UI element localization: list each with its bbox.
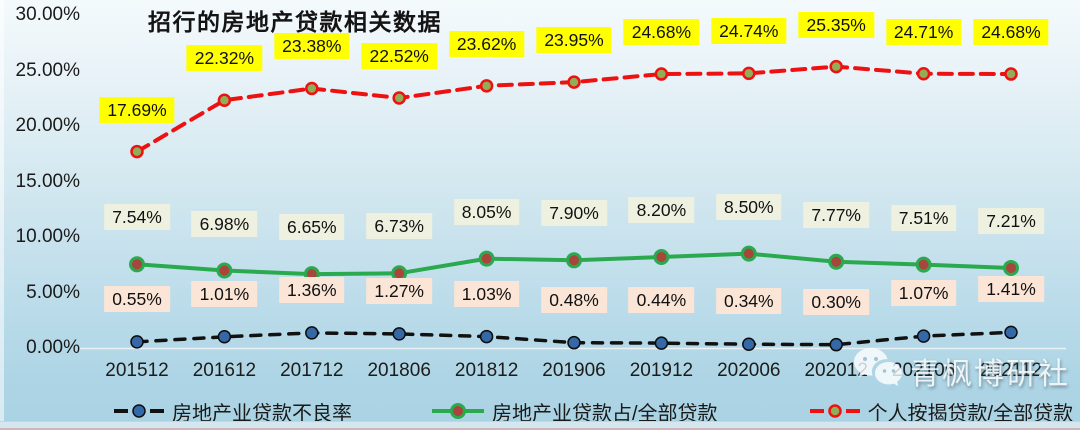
data-label: 0.30% — [803, 288, 869, 315]
legend-item-mortgage-share: 个人按揭贷款/全部贷款 — [808, 397, 1074, 426]
chart-title: 招行的房地产贷款相关数据 — [148, 9, 442, 35]
data-label: 24.68% — [973, 19, 1049, 46]
y-tick-label: 15.00% — [15, 170, 80, 192]
data-label: 0.34% — [715, 288, 782, 315]
data-label: 1.01% — [191, 280, 258, 307]
legend-label: 个人按揭贷款/全部贷款 — [867, 402, 1074, 425]
green-line-swatch — [430, 403, 486, 419]
data-label: 7.54% — [104, 204, 170, 231]
footer-strip — [0, 421, 1080, 430]
data-label: 1.27% — [366, 277, 432, 304]
data-label: 8.05% — [453, 198, 520, 225]
data-label: 25.35% — [798, 11, 874, 38]
data-label: 7.90% — [541, 200, 607, 227]
x-tick-label: 201812 — [454, 360, 519, 381]
data-label: 8.20% — [628, 196, 695, 223]
data-label: 22.52% — [361, 43, 437, 70]
data-label: 24.71% — [885, 18, 962, 45]
y-tick-label: 25.00% — [15, 59, 80, 81]
data-label: 7.21% — [978, 207, 1044, 234]
x-tick-label: 201906 — [542, 360, 606, 381]
x-tick-label: 201512 — [105, 360, 169, 381]
data-label: 7.51% — [890, 204, 957, 231]
data-label: 0.48% — [541, 286, 607, 313]
x-tick-label: 202112 — [980, 360, 1042, 381]
x-tick-label: 201912 — [629, 360, 694, 381]
data-label: 22.32% — [186, 45, 263, 72]
data-label: 6.98% — [191, 210, 258, 237]
data-label: 0.55% — [104, 285, 170, 312]
y-tick-label: 10.00% — [15, 226, 80, 247]
x-tick-label: 201806 — [367, 360, 431, 381]
data-label: 23.95% — [536, 27, 612, 54]
data-label: 17.69% — [99, 96, 175, 123]
y-tick-label: 30.00% — [15, 4, 80, 25]
data-label: 6.73% — [366, 213, 432, 240]
data-label: 23.62% — [448, 30, 525, 57]
x-tick-label: 201612 — [192, 360, 257, 381]
data-label: 1.07% — [890, 280, 957, 307]
data-label: 24.74% — [711, 18, 787, 45]
red-dashed-line-swatch — [808, 403, 862, 419]
legend-label: 房地产业贷款不良率 — [172, 402, 352, 425]
data-label: 7.77% — [803, 201, 869, 228]
legend-label: 房地产业贷款占/全部贷款 — [492, 402, 718, 425]
data-label: 1.41% — [978, 276, 1044, 303]
legend-item-re-loans-share: 房地产业贷款占/全部贷款 — [430, 397, 718, 426]
y-tick-label: 5.00% — [26, 281, 80, 303]
data-label: 6.65% — [278, 214, 345, 241]
data-label: 23.38% — [274, 33, 350, 60]
data-label: 1.03% — [453, 280, 520, 307]
y-tick-label: 20.00% — [15, 115, 80, 136]
legend-item-npl-rate: 房地产业贷款不良率 — [112, 397, 352, 426]
footer-red-line — [0, 428, 1080, 430]
x-tick-label: 202006 — [717, 360, 781, 381]
x-tick-label: 201712 — [280, 360, 344, 381]
x-tick-label: 202012 — [804, 360, 868, 381]
data-label: 24.68% — [623, 19, 700, 46]
black-dashed-line-swatch — [112, 403, 166, 419]
data-label: 8.50% — [715, 193, 782, 220]
x-tick-label: 202106 — [891, 360, 956, 381]
y-tick-label: 0.00% — [26, 337, 80, 358]
left-edge-highlight — [0, 0, 4, 430]
data-label: 0.44% — [628, 287, 695, 314]
data-label: 1.36% — [278, 276, 345, 303]
legend: 房地产业贷款不良率 房地产业贷款占/全部贷款 个人按揭贷款/全部贷款 — [0, 396, 1080, 426]
